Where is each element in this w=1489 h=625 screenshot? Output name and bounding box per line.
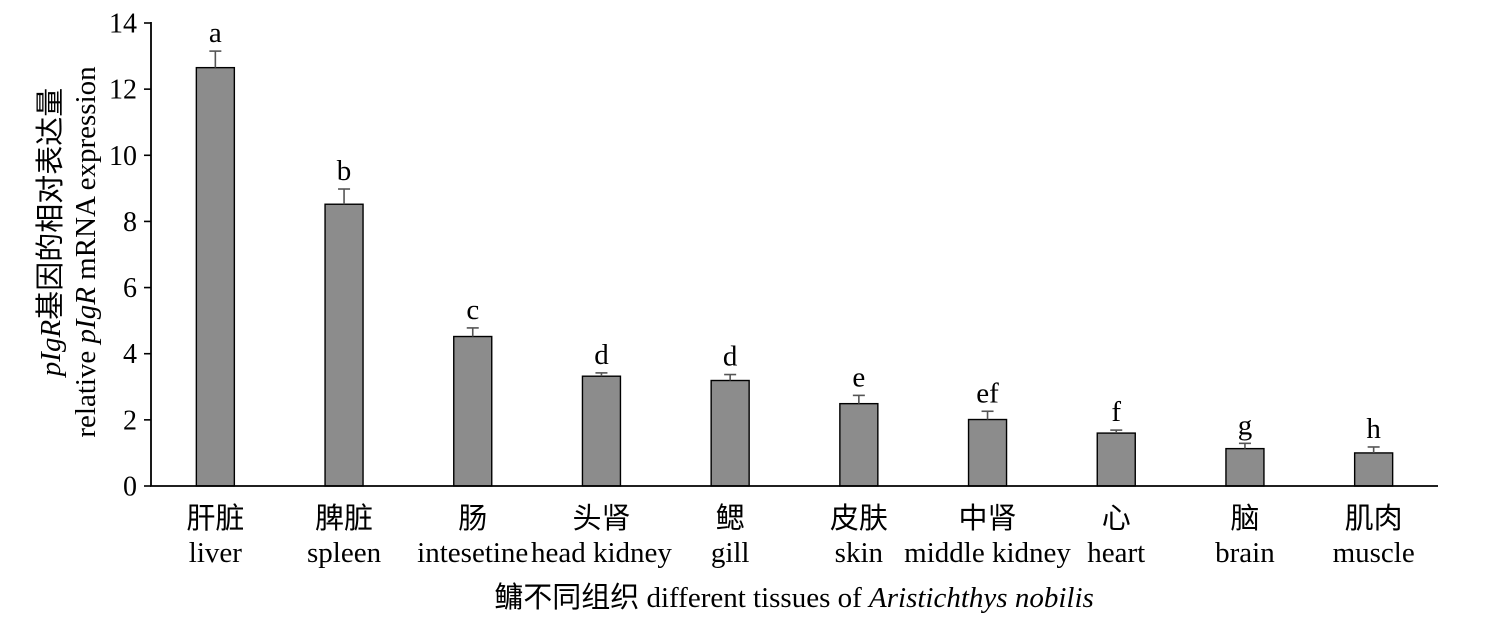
bar-brain — [1225, 447, 1265, 487]
significance-letter-middle-kidney: ef — [976, 377, 999, 409]
category-label-zh-head-kidney: 头肾 — [572, 503, 630, 535]
y-axis-title-line2: relative pIgR mRNA expression — [70, 66, 102, 438]
category-label-en-brain: brain — [1215, 537, 1275, 569]
bar-head-kidney — [581, 375, 622, 487]
x-axis-title-text: 鳙不同组织 different tissues of — [494, 581, 869, 614]
category-label-zh-liver: 肝脏 — [186, 502, 244, 535]
y-axis-title-gene-italic: pIgR — [35, 320, 67, 379]
error-bar-brain — [1238, 442, 1251, 449]
significance-letter-liver: a — [209, 17, 222, 49]
bar-intesetine — [453, 335, 493, 487]
error-bar-liver — [209, 50, 222, 68]
significance-letter-spleen: b — [337, 155, 352, 187]
error-bar-intesetine — [466, 327, 479, 337]
bar-spleen — [324, 203, 364, 487]
bar-muscle — [1353, 452, 1394, 487]
y-axis-title-en-gene-italic: pIgR — [70, 287, 102, 346]
y-tick-label-4: 4 — [123, 339, 137, 370]
category-label-zh-gill: 鳃 — [716, 502, 745, 535]
error-bar-skin — [852, 394, 865, 404]
category-label-zh-skin: 皮肤 — [830, 502, 888, 535]
x-axis-title: 鳙不同组织 different tissues of Aristichthys … — [494, 581, 1094, 614]
y-tick-label-2: 2 — [123, 405, 137, 436]
error-bar-head-kidney — [595, 372, 608, 377]
significance-letter-heart: f — [1111, 396, 1121, 428]
category-label-zh-brain: 脑 — [1230, 502, 1259, 535]
bar-middle-kidney — [967, 418, 1008, 487]
y-tick-label-12: 12 — [109, 75, 137, 106]
significance-letter-muscle: h — [1366, 413, 1381, 445]
bar-heart — [1096, 432, 1136, 487]
y-axis-title-line1: pIgR基因的相对表达量 — [34, 88, 67, 378]
significance-letter-brain: g — [1238, 409, 1253, 441]
bars-group — [195, 66, 1394, 487]
category-label-en-muscle: muscle — [1333, 537, 1415, 569]
error-bar-heart — [1110, 429, 1123, 434]
error-bar-spleen — [338, 188, 351, 205]
y-tick-label-14: 14 — [109, 9, 137, 40]
error-bar-gill — [724, 373, 737, 381]
y-axis-title-zh: 基因的相对表达量 — [34, 88, 67, 320]
error-bar-middle-kidney — [981, 410, 994, 420]
significance-letter-skin: e — [852, 361, 865, 393]
category-label-en-gill: gill — [711, 537, 750, 569]
y-tick-label-6: 6 — [123, 273, 137, 304]
y-axis-ticks: 0 2 4 6 8 10 12 14 — [109, 9, 151, 503]
category-label-en-skin: skin — [835, 537, 884, 569]
category-label-en-heart: heart — [1087, 537, 1145, 569]
y-axis-title-en-before: relative — [70, 343, 102, 437]
bar-liver — [195, 66, 236, 487]
significance-letter-gill: d — [723, 341, 738, 373]
category-label-en-head-kidney: head kidney — [531, 537, 672, 569]
category-label-zh-heart: 心 — [1102, 503, 1131, 535]
x-axis-title-species-italic: Aristichthys nobilis — [867, 582, 1094, 614]
significance-letter-head-kidney: d — [594, 339, 609, 371]
bar-gill — [710, 379, 750, 487]
error-bars-group — [209, 50, 1380, 453]
error-bar-muscle — [1367, 446, 1380, 453]
category-label-zh-intesetine: 肠 — [458, 503, 487, 535]
y-tick-label-10: 10 — [109, 141, 137, 172]
significance-letter-intesetine: c — [466, 294, 479, 326]
significance-letters-group: a b c d d e ef f g h — [209, 17, 1381, 445]
y-tick-label-8: 8 — [123, 207, 137, 238]
category-label-zh-muscle: 肌肉 — [1345, 502, 1403, 535]
category-label-en-intesetine: intesetine — [417, 537, 528, 569]
bar-skin — [839, 402, 879, 487]
y-tick-label-0: 0 — [123, 472, 137, 503]
category-label-en-spleen: spleen — [307, 537, 382, 569]
category-label-en-middle-kidney: middle kidney — [904, 537, 1071, 569]
y-axis-title-en-after: mRNA expression — [70, 66, 102, 287]
category-label-zh-spleen: 脾脏 — [315, 502, 373, 535]
category-label-zh-middle-kidney: 中肾 — [959, 502, 1017, 535]
category-label-en-liver: liver — [189, 537, 242, 569]
